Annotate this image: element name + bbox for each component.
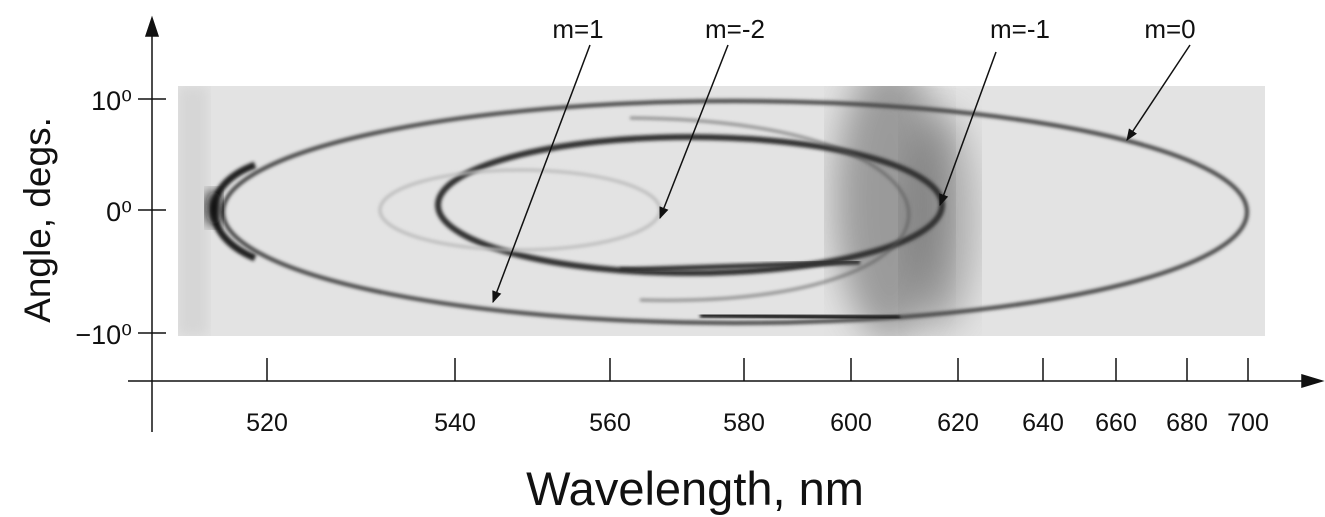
y-tick-label: −10⁰ — [75, 320, 132, 350]
x-tick-label: 520 — [246, 409, 288, 437]
y-axis-title: Angle, degs. — [17, 117, 58, 323]
x-tick-label: 620 — [937, 409, 979, 437]
y-tick-label: 10⁰ — [91, 86, 132, 116]
x-tick-label: 540 — [434, 409, 476, 437]
axes — [128, 15, 1325, 432]
x-tick-label: 560 — [589, 409, 631, 437]
x-tick-label: 640 — [1022, 409, 1064, 437]
arrows — [492, 44, 1191, 304]
x-tick-label: 580 — [723, 409, 765, 437]
y-tick-label: 0⁰ — [106, 197, 132, 227]
order-label: m=1 — [552, 14, 603, 44]
x-tick-label: 680 — [1166, 409, 1208, 437]
order-label: m=0 — [1144, 14, 1195, 44]
order-label: m=-1 — [990, 14, 1050, 44]
x-tick-label: 600 — [830, 409, 872, 437]
x-tick-label: 660 — [1095, 409, 1137, 437]
x-tick-label: 700 — [1227, 409, 1269, 437]
x-ticks: 520 540 560 580 600 620 640 660 680 700 — [246, 358, 1269, 437]
photo — [178, 86, 1265, 336]
x-axis-title: Wavelength, nm — [526, 462, 864, 515]
order-label: m=-2 — [705, 14, 765, 44]
